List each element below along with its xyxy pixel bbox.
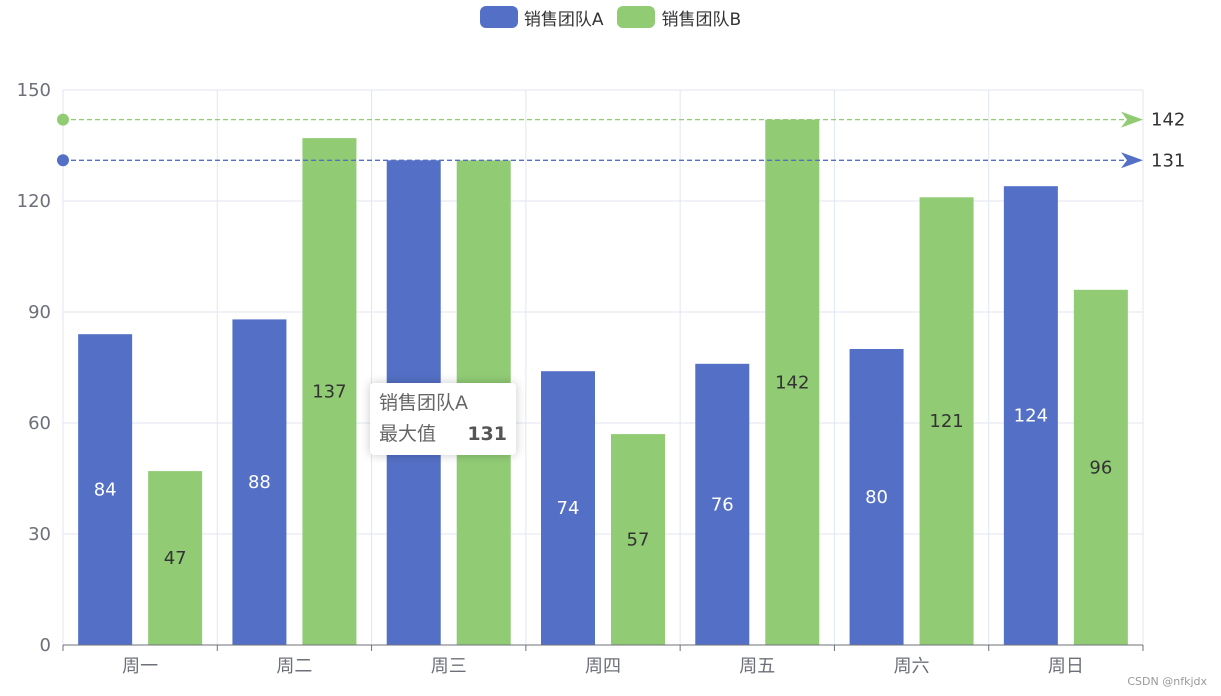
- tooltip: 销售团队A 最大值 131: [370, 383, 516, 455]
- x-tick-label: 周三: [431, 656, 467, 677]
- x-tick-label: 周一: [122, 656, 158, 677]
- data-label: 47: [164, 548, 187, 569]
- markline-arrow: [1121, 111, 1143, 128]
- bar: [78, 334, 133, 645]
- y-tick-label: 150: [17, 80, 51, 101]
- markline-label: 131: [1151, 150, 1185, 171]
- markline-start-dot: [57, 154, 69, 167]
- y-tick-label: 30: [28, 524, 51, 545]
- bar: [1003, 186, 1058, 645]
- bar: [1073, 289, 1128, 645]
- tooltip-value: 131: [467, 423, 507, 445]
- data-label: 137: [312, 382, 346, 403]
- markline-start-dot: [57, 113, 69, 126]
- legend-label-team-b: 销售团队B: [661, 9, 742, 30]
- bar: [611, 434, 665, 645]
- bar: [541, 371, 595, 645]
- bar: [849, 349, 904, 645]
- data-label: 88: [248, 472, 271, 493]
- bar: [232, 319, 287, 645]
- bar: [148, 471, 203, 645]
- markline-label: 142: [1151, 110, 1185, 131]
- watermark: CSDN @nfkjdx: [1127, 675, 1207, 688]
- data-label: 57: [627, 530, 650, 551]
- legend-swatch-team-a: [479, 6, 518, 28]
- x-tick-label: 周六: [894, 656, 930, 677]
- bar: [302, 138, 357, 645]
- legend-item-team-b[interactable]: 销售团队B: [617, 5, 741, 30]
- y-tick-label: 60: [28, 413, 51, 434]
- bar: [919, 197, 974, 646]
- data-label: 142: [775, 372, 809, 393]
- y-tick-label: 90: [28, 302, 51, 323]
- chart-legend: 销售团队A 销售团队B: [0, 4, 1221, 30]
- x-tick-label: 周五: [739, 656, 775, 677]
- markline-arrow: [1121, 152, 1143, 169]
- tooltip-row: 最大值 131: [379, 419, 507, 449]
- data-label: 96: [1089, 457, 1112, 478]
- legend-item-team-a[interactable]: 销售团队A: [479, 5, 604, 30]
- legend-swatch-team-b: [617, 6, 656, 28]
- y-tick-label: 120: [17, 191, 51, 212]
- legend-label-team-a: 销售团队A: [523, 9, 604, 30]
- tooltip-label: 最大值: [379, 423, 437, 445]
- bar: [765, 119, 820, 646]
- data-label: 84: [94, 480, 117, 501]
- data-label: 74: [557, 498, 580, 519]
- tooltip-title: 销售团队A: [379, 392, 468, 414]
- x-tick-label: 周二: [276, 656, 312, 677]
- y-tick-label: 0: [40, 635, 51, 656]
- data-label: 124: [1014, 406, 1048, 427]
- data-label: 80: [865, 487, 888, 508]
- x-tick-label: 周日: [1048, 656, 1084, 677]
- data-label: 76: [711, 494, 734, 515]
- bar: [695, 363, 750, 645]
- data-label: 121: [929, 411, 963, 432]
- x-tick-label: 周四: [585, 656, 621, 677]
